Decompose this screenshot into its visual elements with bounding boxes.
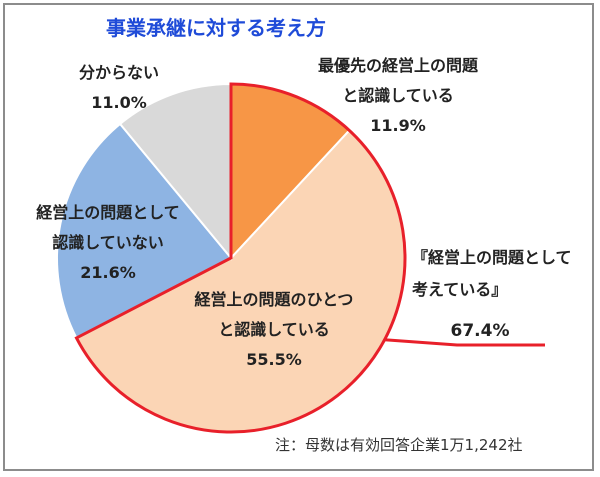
pie-slice-3: [56, 122, 233, 340]
slice-label-2-line-1: 経営上の問題のひとつ: [195, 290, 354, 309]
slice-label-1-line-2: と認識している: [342, 86, 454, 105]
slice-label-4-line-1: 分からない: [79, 63, 159, 82]
slice-value-1: 11.9%: [370, 116, 426, 135]
pie-chart: 事業承継に対する考え方最優先の経営上の問題と認識している11.9%経営上の問題の…: [36, 16, 572, 454]
callout-label-line-1: 『経営上の問題として: [412, 248, 572, 267]
chart-title: 事業承継に対する考え方: [106, 16, 326, 40]
highlight-outline: [74, 82, 407, 434]
slice-label-2-line-2: と認識している: [218, 320, 330, 339]
callout-value: 67.4%: [451, 321, 510, 341]
slice-value-2: 55.5%: [246, 350, 302, 369]
pie-slice-4: [118, 82, 232, 261]
callout-leader-line: [384, 338, 545, 347]
slice-label-1-line-1: 最優先の経営上の問題: [318, 56, 479, 75]
slice-label-3-line-1: 経営上の問題として: [36, 203, 180, 222]
chart-frame: 事業承継に対する考え方 最優先の経営上の問題 と認識している 11.9% 経営上の問題の…: [3, 3, 594, 471]
slice-value-4: 11.0%: [91, 93, 147, 112]
slice-value-3: 21.6%: [80, 263, 136, 282]
footnote: 注：母数は有効回答企業1万1,242社: [275, 436, 523, 454]
slice-label-3-line-2: 認識していない: [52, 233, 164, 252]
callout-label-line-2: 考えている』: [412, 280, 507, 299]
